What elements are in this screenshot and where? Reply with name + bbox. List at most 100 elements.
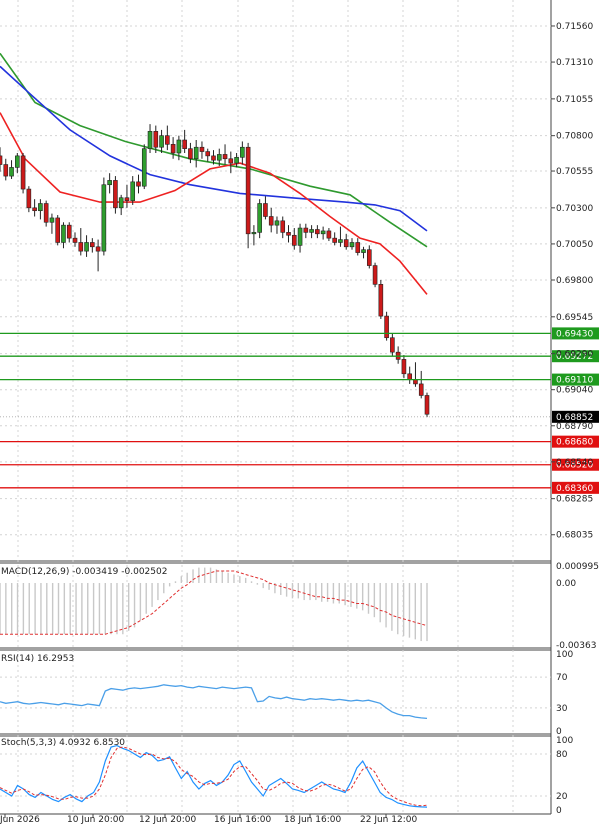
rsi-axis-label: 30 [556, 704, 568, 714]
candle-body [338, 239, 343, 243]
candle-body [3, 164, 9, 177]
price-tick-label: 0.70050 [556, 240, 593, 250]
candle-body [211, 155, 216, 161]
candle-body [228, 158, 234, 164]
stoch-axis-label: 20 [556, 792, 568, 802]
candle-body [113, 180, 118, 209]
candle-body [15, 155, 20, 168]
candle-body [153, 131, 159, 148]
level-label: 0.69430 [556, 329, 593, 339]
candle-body [216, 154, 222, 161]
candle-body [205, 151, 211, 157]
stoch-axis-label: 80 [556, 750, 568, 760]
candle-body [176, 139, 182, 154]
price-tick-label: 0.69040 [556, 386, 593, 396]
candle-body [159, 135, 164, 148]
candle-body [193, 146, 199, 160]
candle-body [372, 265, 378, 285]
moving-average-line [0, 65, 428, 232]
candle-body [326, 230, 332, 239]
candle-body [384, 315, 389, 339]
candle-body [366, 249, 372, 266]
price-tick-label: 0.69800 [556, 276, 593, 286]
stoch-signal-line [0, 746, 428, 807]
candle-body [49, 217, 55, 223]
time-tick-label: 10 Jun 20:00 [67, 815, 124, 825]
price-tick-label: 0.68035 [556, 531, 593, 541]
stoch-main-line [0, 744, 428, 808]
candle-body [66, 224, 72, 239]
level-label: 0.68520 [556, 461, 593, 471]
time-tick-label: Jun 2026 [0, 815, 40, 825]
level-tag [552, 373, 599, 386]
candle-body [101, 184, 107, 252]
candle-body [251, 232, 257, 235]
macd-axis-label: 0.00 [556, 579, 576, 589]
candle-body [401, 359, 407, 375]
price-tick-label: 0.69290 [556, 350, 593, 360]
candle-body [286, 232, 291, 236]
candlesticks [0, 124, 430, 418]
stoch-label: Stoch(5,3,3) 4.0932 6.8530 [1, 738, 125, 748]
time-tick-label: 18 Jun 16:00 [284, 815, 341, 825]
candle-body [95, 246, 101, 252]
moving-average-line [0, 112, 428, 295]
candle-body [349, 242, 355, 248]
candle-body [297, 227, 303, 246]
time-tick-label: 22 Jun 12:00 [360, 815, 417, 825]
candle-body [165, 135, 170, 145]
level-label: 0.68360 [556, 484, 593, 494]
stoch-pane: 100 80 20 0 [0, 736, 573, 816]
stoch-axis-label: 0 [556, 806, 562, 816]
level-tag [552, 435, 599, 448]
price-tick-label: 0.71310 [556, 58, 593, 68]
candle-body [234, 157, 239, 164]
moving-average-line [0, 52, 428, 248]
macd-axis-label: -0.00363 [556, 641, 596, 651]
candle-body [55, 217, 61, 243]
candle-body [240, 146, 245, 158]
candle-body [38, 203, 43, 212]
level-tag [552, 458, 599, 471]
level-label: 0.68680 [556, 438, 593, 448]
macd-pane: 0.000995 0.00 -0.00363 [0, 562, 599, 651]
candle-body [257, 203, 262, 233]
chart-grid [0, 0, 552, 815]
time-axis: Jun 2026 10 Jun 20:00 12 Jun 20:00 16 Jun 1… [0, 814, 417, 825]
candle-body [84, 242, 89, 252]
candle-body [124, 197, 130, 201]
candle-body [107, 180, 112, 186]
candle-body [26, 188, 32, 209]
candle-body [61, 224, 66, 243]
candle-body [291, 234, 297, 246]
candle-body [355, 242, 361, 253]
candle-body [141, 148, 147, 187]
price-axis: 0.71560 0.71310 0.71055 0.70800 0.70555 0.703… [551, 22, 593, 541]
candle-body [263, 203, 268, 217]
level-label: 0.69110 [556, 376, 593, 386]
candle-body [9, 167, 14, 177]
candle-body [222, 154, 228, 160]
candle-body [309, 229, 314, 233]
candle-body [332, 237, 337, 243]
current-price-tag [552, 410, 599, 423]
candle-body [170, 144, 176, 154]
candle-body [130, 181, 136, 201]
price-tick-label: 0.70555 [556, 167, 593, 177]
rsi-axis-label: 0 [556, 727, 562, 737]
macd-axis-label: 0.000995 [556, 562, 599, 572]
candle-body [0, 155, 3, 165]
candle-body [43, 203, 49, 223]
price-tick-label: 0.69545 [556, 313, 593, 323]
candle-body [378, 284, 384, 317]
time-tick-label: 12 Jun 20:00 [139, 815, 196, 825]
rsi-axis-label: 100 [556, 650, 573, 660]
candle-body [424, 395, 430, 415]
candle-body [274, 220, 280, 226]
stoch-axis-label: 100 [556, 736, 573, 746]
candle-body [118, 197, 124, 209]
rsi-axis-label: 70 [556, 673, 568, 683]
candle-body [303, 227, 309, 233]
level-tag [552, 327, 599, 340]
